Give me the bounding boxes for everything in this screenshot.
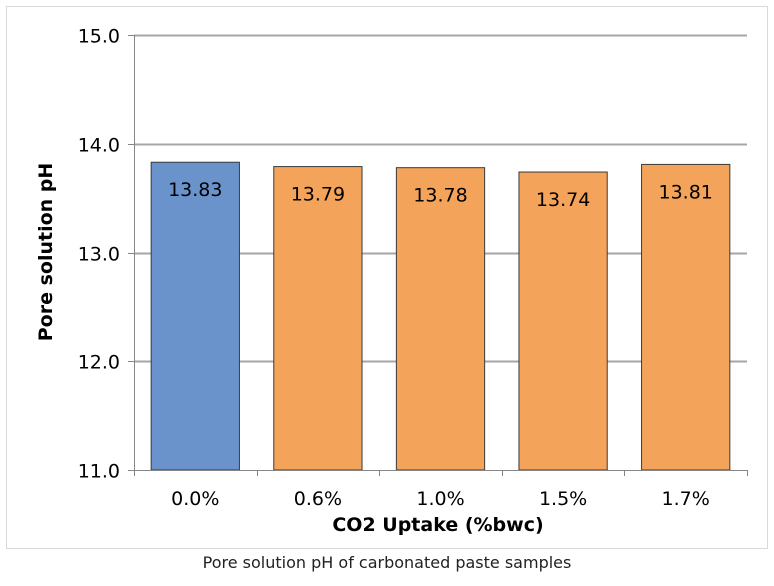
y-tick-label: 15.0	[78, 26, 120, 48]
data-label: 13.74	[536, 189, 590, 211]
data-label: 13.79	[291, 184, 345, 206]
x-tick-label: 0.6%	[294, 488, 342, 510]
y-tick-label: 12.0	[78, 352, 120, 374]
x-tick-label: 0.0%	[171, 488, 219, 510]
data-label: 13.83	[168, 179, 222, 201]
y-axis-title: Pore solution pH	[35, 163, 57, 342]
data-labels: 13.83 13.79 13.78 13.74 13.81	[168, 179, 713, 211]
bar	[273, 166, 363, 471]
bar	[518, 171, 608, 471]
x-axis-title: CO2 Uptake (%bwc)	[332, 514, 543, 536]
y-tick-label: 14.0	[78, 135, 120, 157]
bar	[150, 161, 240, 471]
y-tick-label: 11.0	[78, 461, 120, 483]
y-tick-label: 13.0	[78, 244, 120, 266]
data-label: 13.81	[658, 181, 712, 203]
figure-caption: Pore solution pH of carbonated paste sam…	[202, 553, 572, 572]
chart-border	[6, 6, 768, 549]
bar	[395, 167, 486, 471]
x-tick-labels: 0.0% 0.6% 1.0% 1.5% 1.7%	[171, 488, 710, 510]
y-tick-labels: 11.0 12.0 13.0 14.0 15.0	[78, 26, 120, 483]
axes	[128, 35, 748, 476]
bars	[150, 161, 731, 471]
data-label: 13.78	[413, 185, 467, 207]
bar	[641, 163, 731, 471]
x-tick-label: 1.0%	[416, 488, 464, 510]
x-tick-label: 1.5%	[539, 488, 587, 510]
x-tick-label: 1.7%	[662, 488, 710, 510]
